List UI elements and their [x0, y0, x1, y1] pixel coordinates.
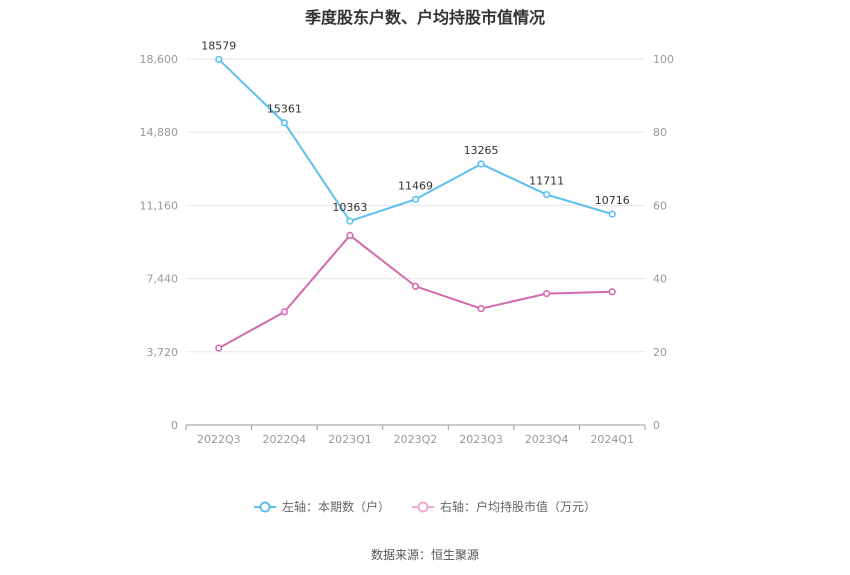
legend-marker-pink-icon	[412, 501, 434, 512]
data-point-left	[608, 210, 616, 218]
data-point-left	[215, 55, 223, 64]
legend-item-right-series[interactable]: 右轴：户均持股市值（万元）	[412, 498, 596, 515]
data-source: 数据来源：恒生聚源	[370, 548, 479, 562]
right-axis-tick-label: 20	[653, 346, 667, 359]
legend-marker-blue-icon	[253, 501, 276, 512]
data-label: 11711	[529, 175, 564, 188]
data-label: 11469	[398, 179, 433, 192]
data-point-left	[346, 217, 354, 225]
left-axis-tick-label: 7,440	[147, 273, 179, 286]
series-line-right	[218, 234, 613, 350]
x-axis-tick-label: 2024Q1	[590, 433, 634, 446]
chart-title: 季度股东户数、户均持股市值情况	[304, 8, 545, 27]
left-axis-tick-label: 14,880	[140, 126, 179, 139]
right-axis-tick-label: 100	[653, 53, 674, 66]
legend: 左轴：本期数（户） 右轴：户均持股市值（万元）	[0, 498, 850, 515]
data-point-right	[411, 282, 420, 290]
data-point-left	[477, 160, 485, 168]
left-axis-tick-label: 18,600	[140, 53, 179, 66]
right-axis-tick-label: 80	[653, 126, 667, 139]
x-axis-tick-label: 2023Q2	[394, 433, 438, 446]
legend-item-left-series[interactable]: 左轴：本期数（户）	[253, 498, 390, 515]
left-axis-tick-label: 3,720	[147, 346, 179, 359]
line-chart: 0 3,720 7,440 11,160 14,880 18,600 0 20 40 60 80 1…	[140, 39, 675, 446]
data-point-left	[280, 119, 288, 127]
x-axis-tick-label: 2023Q3	[459, 433, 503, 446]
data-label: 18579	[201, 39, 236, 52]
data-label: 10363	[332, 201, 367, 214]
right-axis-tick-label: 60	[653, 199, 667, 212]
data-point-left	[543, 190, 551, 199]
data-point-right	[608, 288, 616, 296]
data-point-left	[411, 195, 420, 203]
x-axis-tick-label: 2022Q3	[197, 433, 241, 446]
right-axis-tick-label: 40	[653, 273, 667, 286]
data-point-right	[346, 231, 354, 240]
legend-label-right-series: 右轴：户均持股市值（万元）	[440, 500, 597, 514]
x-axis-tick-label: 2022Q4	[263, 433, 307, 446]
data-label: 13265	[464, 144, 499, 157]
right-axis-tick-label: 0	[653, 419, 660, 432]
left-axis-tick-label: 11,160	[140, 199, 179, 212]
x-axis-tick-label: 2023Q4	[525, 433, 569, 446]
data-label: 10716	[595, 194, 630, 207]
data-point-right	[543, 290, 551, 298]
data-point-right	[477, 305, 485, 313]
legend-label-left-series: 左轴：本期数（户）	[281, 500, 390, 514]
left-axis-tick-label: 0	[171, 419, 178, 432]
data-point-right	[215, 344, 223, 352]
x-axis-tick-label: 2023Q1	[328, 433, 372, 446]
data-label: 15361	[267, 103, 302, 116]
data-point-right	[280, 308, 288, 316]
